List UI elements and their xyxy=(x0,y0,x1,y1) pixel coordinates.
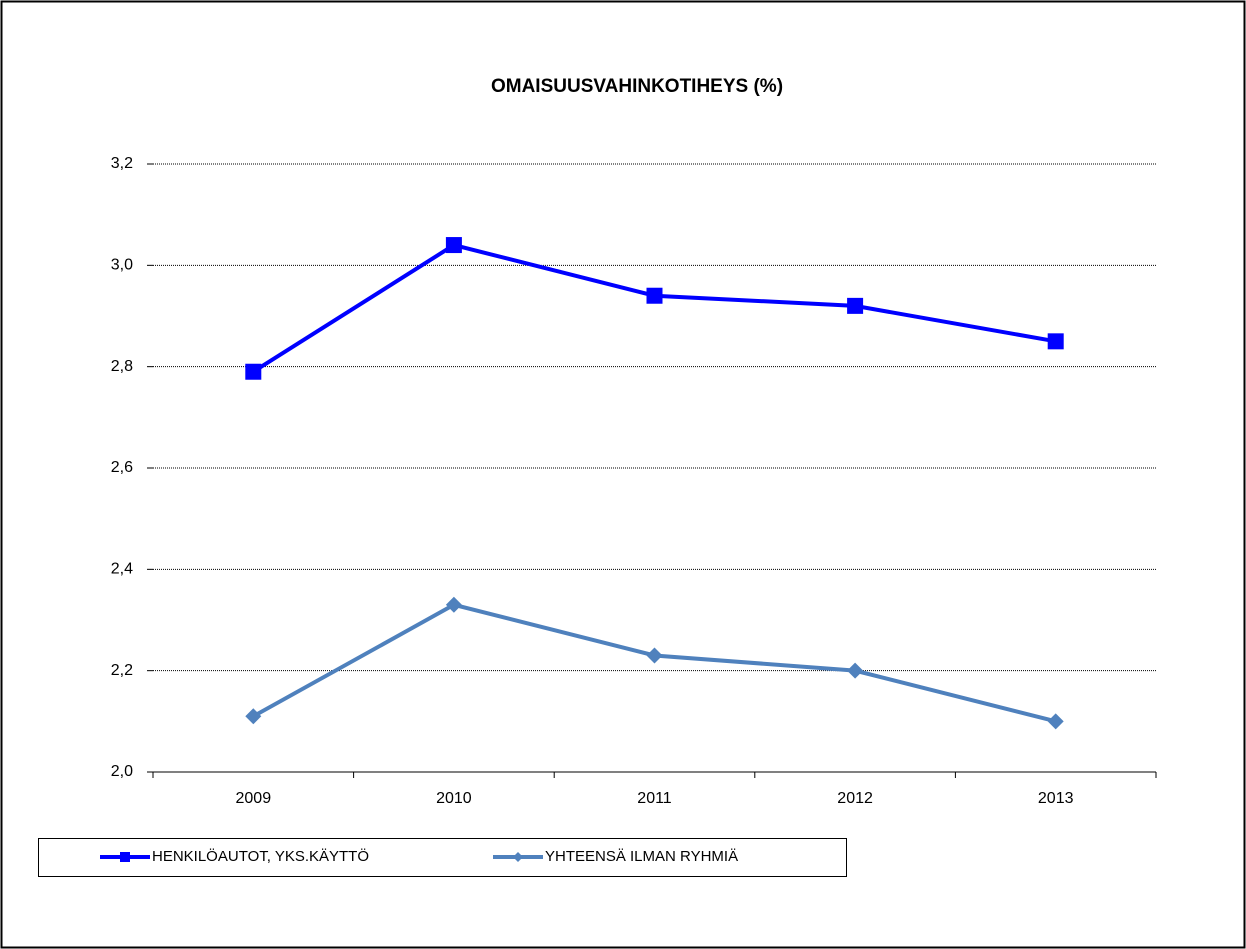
legend-box xyxy=(38,838,847,877)
marker xyxy=(245,363,262,380)
marker xyxy=(245,708,262,725)
x-tick-label: 2010 xyxy=(436,790,472,807)
marker xyxy=(1047,333,1064,350)
chart-title: OMAISUUSVAHINKOTIHEYS (%) xyxy=(491,76,783,97)
y-tick-label: 2,4 xyxy=(111,561,133,578)
x-tick-label: 2013 xyxy=(1038,790,1074,807)
marker xyxy=(1047,713,1064,730)
x-tick-label: 2011 xyxy=(637,790,672,807)
marker xyxy=(847,662,864,679)
y-tick-label: 3,0 xyxy=(111,257,133,274)
x-tick-label: 2009 xyxy=(236,790,272,807)
marker xyxy=(646,647,663,664)
y-tick-label: 2,0 xyxy=(111,763,133,780)
y-tick-label: 3,2 xyxy=(111,155,133,172)
marker xyxy=(445,596,462,613)
x-tick-label: 2012 xyxy=(837,790,873,807)
y-tick-label: 2,8 xyxy=(111,358,133,375)
marker xyxy=(646,287,663,304)
y-tick-label: 2,2 xyxy=(111,662,133,679)
marker xyxy=(847,297,864,314)
marker xyxy=(445,237,462,254)
legend-label: HENKILÖAUTOT, YKS.KÄYTTÖ xyxy=(152,847,369,865)
legend-marker xyxy=(513,852,523,862)
legend-label: YHTEENSÄ ILMAN RYHMIÄ xyxy=(545,848,738,865)
y-tick-label: 2,6 xyxy=(111,459,133,476)
legend-marker xyxy=(120,852,130,862)
